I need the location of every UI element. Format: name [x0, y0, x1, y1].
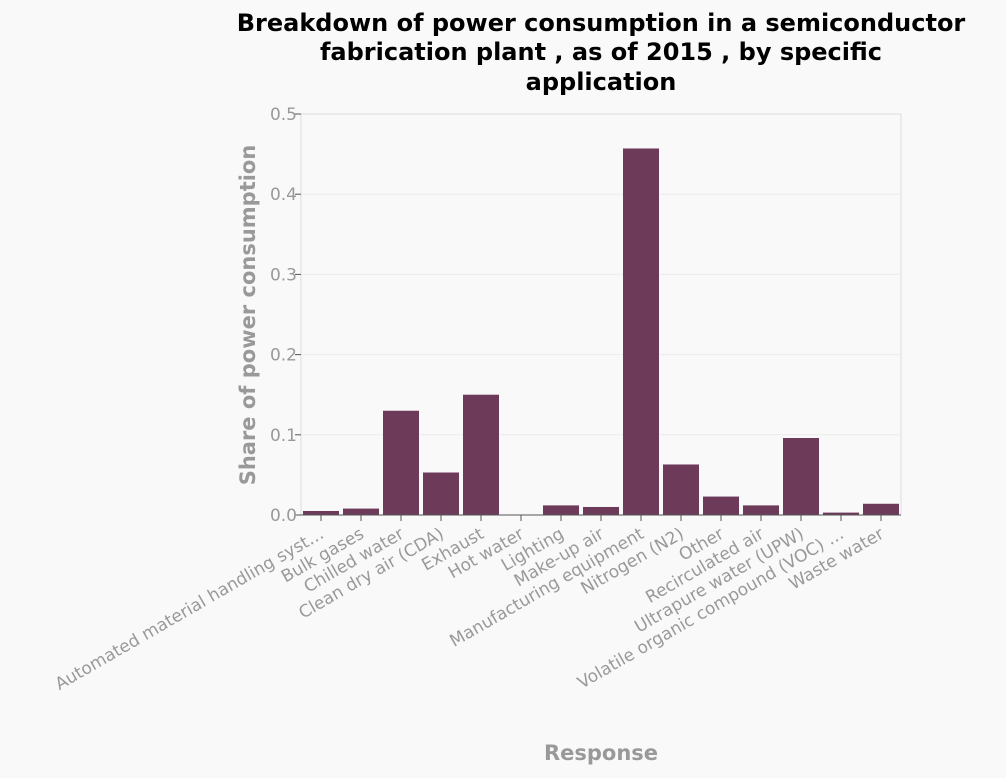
- bar: [783, 438, 819, 515]
- y-axis-ticks: 0.0 0.1 0.2 0.3 0.4 0.5: [270, 105, 301, 526]
- x-axis-label: Response: [544, 741, 658, 765]
- y-tick-label: 0.5: [270, 105, 297, 125]
- bar: [663, 464, 699, 515]
- bar: [703, 496, 739, 515]
- x-axis-ticks: Automated material handling syst…Bulk ga…: [52, 515, 888, 695]
- chart-title-line-3: application: [526, 68, 677, 96]
- bar: [303, 510, 339, 515]
- bar: [423, 472, 459, 515]
- bar: [463, 394, 499, 515]
- bar: [823, 512, 859, 515]
- bar: [383, 410, 419, 515]
- y-tick-label: 0.4: [270, 185, 297, 205]
- bar: [343, 508, 379, 515]
- bars: [303, 148, 899, 515]
- chart-title: Breakdown of power consumption in a semi…: [237, 9, 966, 96]
- bar: [863, 503, 899, 515]
- y-tick-label: 0.0: [270, 506, 297, 526]
- y-tick-label: 0.1: [270, 426, 297, 446]
- bar: [583, 506, 619, 515]
- y-axis-label: Share of power consumption: [236, 145, 260, 486]
- chart-title-line-1: Breakdown of power consumption in a semi…: [237, 9, 966, 37]
- y-tick-label: 0.2: [270, 346, 297, 366]
- bar: [623, 148, 659, 515]
- y-tick-label: 0.3: [270, 265, 297, 285]
- chart-title-line-2: fabrication plant , as of 2015 , by spec…: [320, 38, 882, 66]
- x-tick-label: Automated material handling syst…: [52, 524, 328, 695]
- bar: [743, 505, 779, 515]
- bar: [543, 505, 579, 515]
